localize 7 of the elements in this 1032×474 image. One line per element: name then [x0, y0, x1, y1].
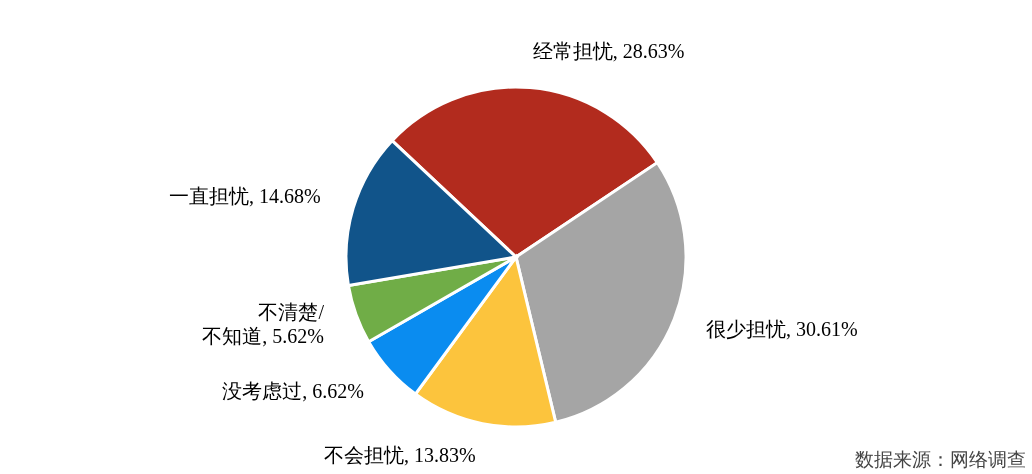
- slice-label: 经常担忧, 28.63%: [532, 40, 685, 63]
- slice-label: 很少担忧, 30.61%: [705, 317, 858, 340]
- slice-label: 不会担忧, 13.83%: [324, 443, 476, 466]
- slice-label: 不清楚/不知道, 5.62%: [202, 300, 325, 347]
- slice-label: 没考虑过, 6.62%: [222, 379, 364, 402]
- source-note: 数据来源：网络调查: [855, 449, 1026, 470]
- slice-label: 一直担忧, 14.68%: [169, 184, 321, 207]
